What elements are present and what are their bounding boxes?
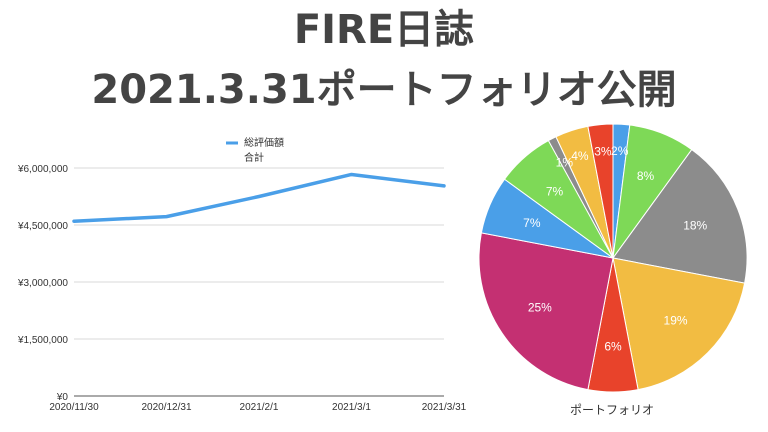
y-tick-label: ¥3,000,000 [17,278,68,289]
legend-label: 合計 [244,151,264,164]
pie-slice [612,148,748,284]
pie-slice-label: 18% [683,218,707,232]
y-tick-label: ¥1,500,000 [17,335,68,346]
pie-slice-label: 25% [528,301,552,315]
pie-slice-label: 8% [637,169,655,183]
pie-slice-label: 7% [523,216,541,230]
pie-slice-label: 2% [611,144,629,158]
y-tick-label: ¥4,500,000 [17,221,68,232]
pie-slice-label: 3% [594,144,612,158]
pie-slice-label: 6% [604,339,622,353]
title-line-1: FIRE日誌 [293,7,475,53]
pie-title: ポートフォリオ [570,403,654,417]
x-tick-label: 2020/12/31 [141,402,191,413]
pie-slice-label: 1% [556,155,574,169]
legend-label: 総評価額 [244,136,284,149]
pie-slice [478,232,614,391]
pie-slice-label: 7% [546,185,564,199]
x-tick-label: 2021/3/1 [332,402,371,413]
x-tick-label: 2021/3/31 [422,402,467,413]
pie-slice-label: 19% [664,314,688,328]
pie-slice [587,123,614,259]
series-line [72,172,446,223]
title-line-2: 2021.3.31ポートフォリオ公開 [91,67,677,113]
x-tick-label: 2020/11/30 [49,402,99,413]
y-tick-label: ¥6,000,000 [17,164,68,175]
y-tick-label: ¥0 [56,392,69,403]
pie-slice-label: 4% [571,149,589,163]
pie-slice [612,257,746,391]
x-tick-label: 2021/2/1 [240,402,279,413]
